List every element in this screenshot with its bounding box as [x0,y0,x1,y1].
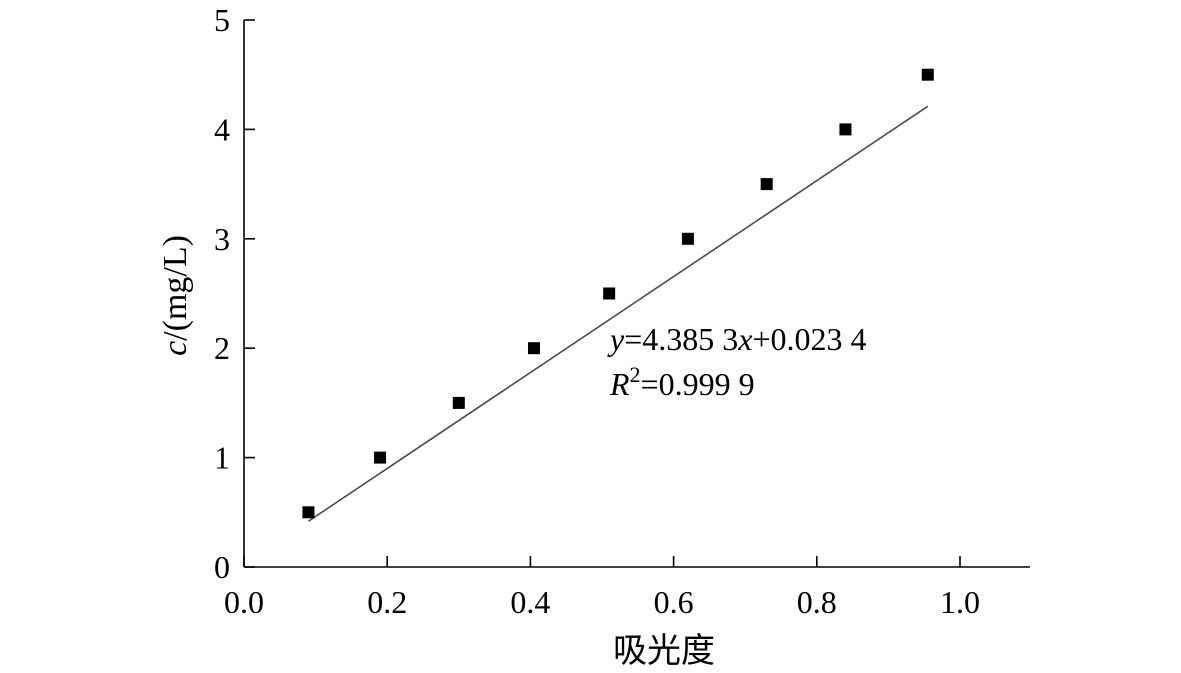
y-tick-label: 0 [214,549,230,585]
data-point [760,178,773,191]
eq-x-variable: x [737,321,752,357]
fit-line-group [307,105,929,522]
y-ticks: 0 1 2 3 4 5 [214,2,255,585]
x-ticks: 0.0 0.2 0.4 0.6 0.8 1.0 [224,556,980,620]
regression-annotation: y=4.385 3x+0.023 4 R2=0.999 9 [607,321,867,402]
y-tick-label: 5 [214,2,230,38]
data-point [302,506,315,519]
y-axis-title-variable: c [157,341,194,356]
data-point [527,342,540,355]
data-point [681,232,694,245]
r-variable: R [609,366,630,402]
x-tick-label: 0.2 [367,584,407,620]
y-tick-label: 1 [214,440,230,476]
y-tick-label: 2 [214,330,230,366]
r-superscript: 2 [630,362,641,387]
x-axis-title: 吸光度 [613,632,715,670]
y-tick-label: 3 [214,221,230,257]
y-axis-title-unit: /(mg/L) [157,235,194,341]
x-tick-label: 1.0 [940,584,980,620]
y-axis-title: c/(mg/L) [157,235,194,356]
fit-line [307,105,929,522]
data-point [921,68,934,81]
r-squared-value: =0.999 9 [641,366,755,402]
data-point [603,287,616,300]
r-squared: R2=0.999 9 [609,362,755,402]
eq-intercept: +0.023 4 [752,321,866,357]
x-tick-label: 0.8 [797,584,837,620]
eq-y-variable: y [607,321,625,357]
y-tick-label: 4 [214,111,230,147]
data-point [452,396,465,409]
regression-equation: y=4.385 3x+0.023 4 [607,321,867,357]
eq-slope: =4.385 3 [624,321,738,357]
x-tick-label: 0.4 [510,584,550,620]
axes [243,20,1030,568]
data-point [374,451,387,464]
x-tick-label: 0.6 [654,584,694,620]
data-point [839,123,852,136]
x-tick-label: 0.0 [224,584,264,620]
data-points [302,68,934,519]
